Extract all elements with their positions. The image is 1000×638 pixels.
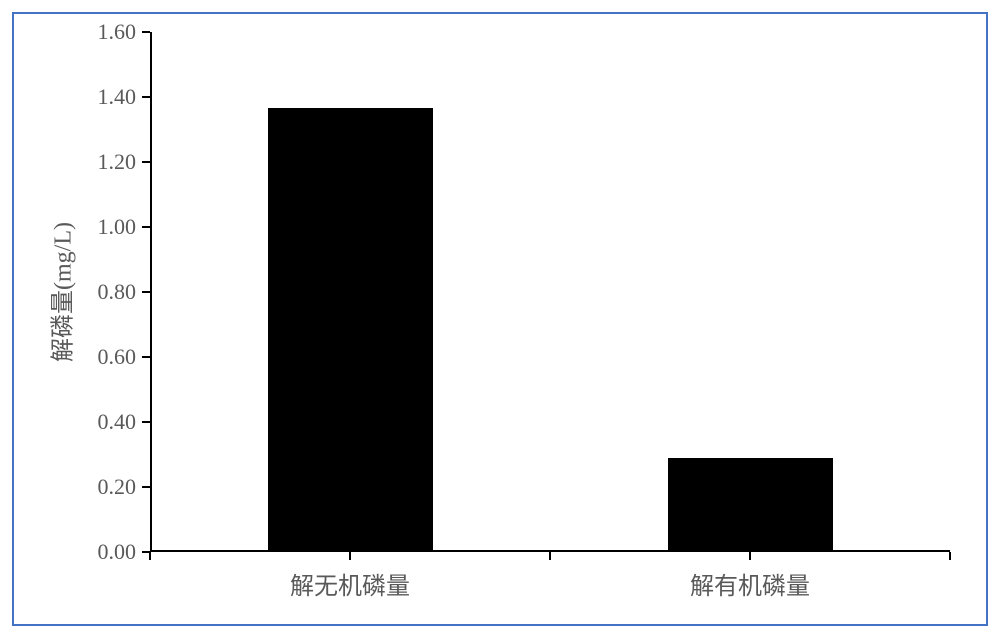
- y-tick-mark: [142, 291, 150, 293]
- x-tick-mark: [749, 552, 751, 560]
- y-tick-mark: [142, 31, 150, 33]
- x-tick-mark-edge: [149, 552, 151, 560]
- y-tick-mark: [142, 421, 150, 423]
- y-tick-label: 1.20: [98, 149, 137, 175]
- y-axis-label: 解磷量(mg/L): [43, 222, 78, 362]
- plot-area: [150, 32, 950, 552]
- x-tick-mark-edge: [549, 552, 551, 560]
- y-tick-label: 0.00: [98, 539, 137, 565]
- y-tick-label: 1.60: [98, 19, 137, 45]
- y-tick-label: 0.80: [98, 279, 137, 305]
- y-axis-line: [150, 32, 152, 552]
- y-tick-label: 0.60: [98, 344, 137, 370]
- y-tick-mark: [142, 96, 150, 98]
- x-tick-label: 解有机磷量: [690, 566, 810, 601]
- y-tick-mark: [142, 486, 150, 488]
- y-tick-label: 0.20: [98, 474, 137, 500]
- y-tick-label: 0.40: [98, 409, 137, 435]
- bar: [668, 458, 833, 552]
- y-tick-mark: [142, 226, 150, 228]
- y-tick-mark: [142, 356, 150, 358]
- y-tick-label: 1.00: [98, 214, 137, 240]
- x-tick-mark-edge: [949, 552, 951, 560]
- x-tick-mark: [349, 552, 351, 560]
- y-tick-mark: [142, 161, 150, 163]
- y-tick-label: 1.40: [98, 84, 137, 110]
- x-tick-label: 解无机磷量: [290, 566, 410, 601]
- bar: [268, 108, 433, 552]
